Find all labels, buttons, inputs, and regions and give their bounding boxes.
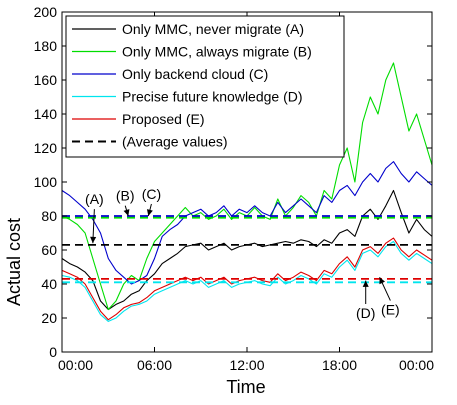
annotation-label-3: (D) bbox=[356, 305, 375, 321]
annotation-label-0: (A) bbox=[85, 191, 104, 207]
legend-box bbox=[65, 15, 345, 158]
legend-label-5: (Average values) bbox=[122, 134, 228, 150]
annotation-label-1: (B) bbox=[116, 188, 135, 204]
legend: Only MMC, never migrate (A) Only MMC, alw… bbox=[65, 15, 345, 158]
legend-label-2: Only backend cloud (C) bbox=[122, 66, 268, 82]
y-tick-label-3: 60 bbox=[41, 242, 57, 258]
annotation-arrowhead-3 bbox=[362, 280, 369, 287]
x-tick-label-1: 06:00 bbox=[137, 357, 172, 373]
legend-label-0: Only MMC, never migrate (A) bbox=[122, 21, 304, 37]
annotation-arrowhead-1 bbox=[123, 209, 130, 216]
y-tick-label-2: 40 bbox=[41, 276, 57, 292]
annotation-arrowhead-0 bbox=[90, 236, 97, 244]
y-tick-label-0: 0 bbox=[49, 344, 57, 360]
x-tick-label-0: 00:00 bbox=[58, 357, 93, 373]
x-tick-label-3: 18:00 bbox=[322, 357, 357, 373]
legend-label-3: Precise future knowledge (D) bbox=[122, 89, 303, 105]
x-tick-label-4: 00:00 bbox=[399, 357, 434, 373]
annotation-label-4: (E) bbox=[381, 302, 400, 318]
y-tick-label-8: 160 bbox=[34, 72, 58, 88]
y-axis-label: Actual cost bbox=[4, 218, 24, 306]
annotations: (A) (B) (C) (D) (E) bbox=[85, 186, 400, 321]
y-tick-label-9: 180 bbox=[34, 38, 58, 54]
y-tick-label-4: 80 bbox=[41, 208, 57, 224]
average-lines bbox=[62, 215, 432, 284]
legend-label-1: Only MMC, always migrate (B) bbox=[122, 44, 312, 60]
x-axis-label: Time bbox=[226, 377, 265, 397]
annotation-label-2: (C) bbox=[142, 186, 161, 202]
x-tick-label-2: 12:00 bbox=[229, 357, 264, 373]
y-tick-label-6: 120 bbox=[34, 140, 58, 156]
y-tick-label-5: 100 bbox=[34, 174, 58, 190]
series-line-2 bbox=[61, 161, 433, 285]
y-tick-label-1: 20 bbox=[41, 310, 57, 326]
annotation-arrowhead-2 bbox=[146, 209, 153, 216]
y-tick-label-7: 140 bbox=[34, 106, 58, 122]
legend-label-4: Proposed (E) bbox=[122, 111, 204, 127]
y-tick-label-10: 200 bbox=[34, 4, 58, 20]
y-axis-ticks: 0 20 40 60 80 100 120 140 160 180 200 bbox=[34, 4, 432, 360]
annotation-arrowhead-4 bbox=[379, 277, 385, 285]
